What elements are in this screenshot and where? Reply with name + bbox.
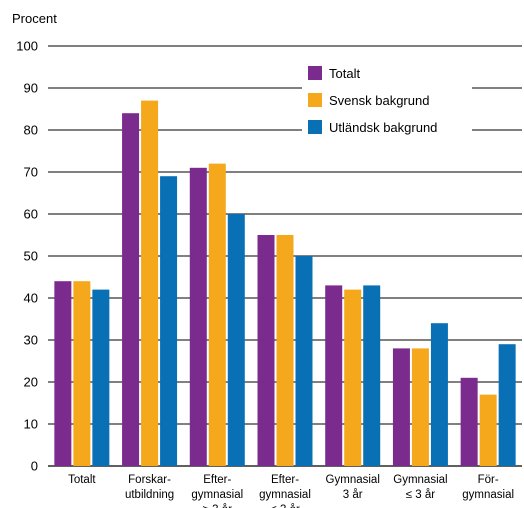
legend: Totalt Svensk bakgrund Utländsk bakgrund [302,60,472,141]
bar [460,377,478,466]
x-category-label-line: 3 år [343,489,363,501]
x-category-label-line: Gymnasial [393,474,447,486]
bar [160,176,178,466]
y-tick-label: 80 [24,123,38,138]
y-tick-labels: 0 10 20 30 40 50 60 70 80 90 100 [16,39,38,474]
y-tick-label: 90 [24,81,38,96]
legend-swatch [308,120,322,134]
bar [276,235,294,466]
x-category-label-line: gymnasial [259,489,311,501]
x-category-label-line: Totalt [68,474,96,486]
bar [257,235,275,466]
x-category-label-line: Efter- [271,474,299,486]
x-category-label: Gymnasial 3 år [326,474,380,501]
x-category-label: Totalt [68,474,96,486]
x-category-label-line: För- [478,474,499,486]
bar [498,344,516,466]
x-category-label-line: gymnasial [462,489,514,501]
y-tick-label: 20 [24,375,38,390]
x-category-label-line: ≥ 3 år [203,504,232,508]
bar [363,285,381,466]
legend-label: Totalt [329,66,360,81]
legend-swatch [308,93,322,107]
bar [227,214,245,466]
y-tick-label: 50 [24,249,38,264]
bar [295,256,313,466]
y-tick-label: 10 [24,417,38,432]
bar [325,285,343,466]
x-category-label: Forskar-utbildning [125,474,174,501]
bar [189,167,207,467]
y-tick-label: 30 [24,333,38,348]
x-category-label: För-gymnasial [462,474,514,501]
legend-swatch [308,66,322,80]
y-tick-label: 60 [24,207,38,222]
x-category-label: Efter-gymnasial < 3 år [259,474,311,508]
legend-label: Svensk bakgrund [329,93,429,108]
bar [344,289,362,466]
x-category-label-line: utbildning [125,489,174,501]
legend-label: Utländsk bakgrund [329,120,437,135]
legend-background [302,60,472,141]
y-tick-label: 100 [16,39,38,54]
bar [208,163,226,466]
bar [392,348,410,466]
x-category-label-line: Gymnasial [326,474,380,486]
bars [54,100,516,467]
y-tick-label: 40 [24,291,38,306]
x-category-label-line: Efter- [203,474,231,486]
x-category-label-line: Forskar- [128,474,171,486]
bar [54,281,72,466]
bar [141,100,159,466]
bar [92,289,110,466]
x-category-label: Efter-gymnasial ≥ 3 år [191,474,243,508]
bar [430,323,448,466]
x-category-label: Gymnasial ≤ 3 år [393,474,447,501]
bar [411,348,429,466]
y-tick-label: 70 [24,165,38,180]
x-category-labels: Totalt Forskar-utbildning Efter-gymnasial ≥… [68,474,514,508]
x-category-label-line: < 3 år [270,504,300,508]
y-axis-label: Procent [12,11,57,26]
bar [479,394,497,466]
y-tick-label: 0 [31,459,38,474]
bar [122,113,140,466]
x-category-label-line: gymnasial [191,489,243,501]
bar [73,281,91,466]
x-category-label-line: ≤ 3 år [406,489,435,501]
